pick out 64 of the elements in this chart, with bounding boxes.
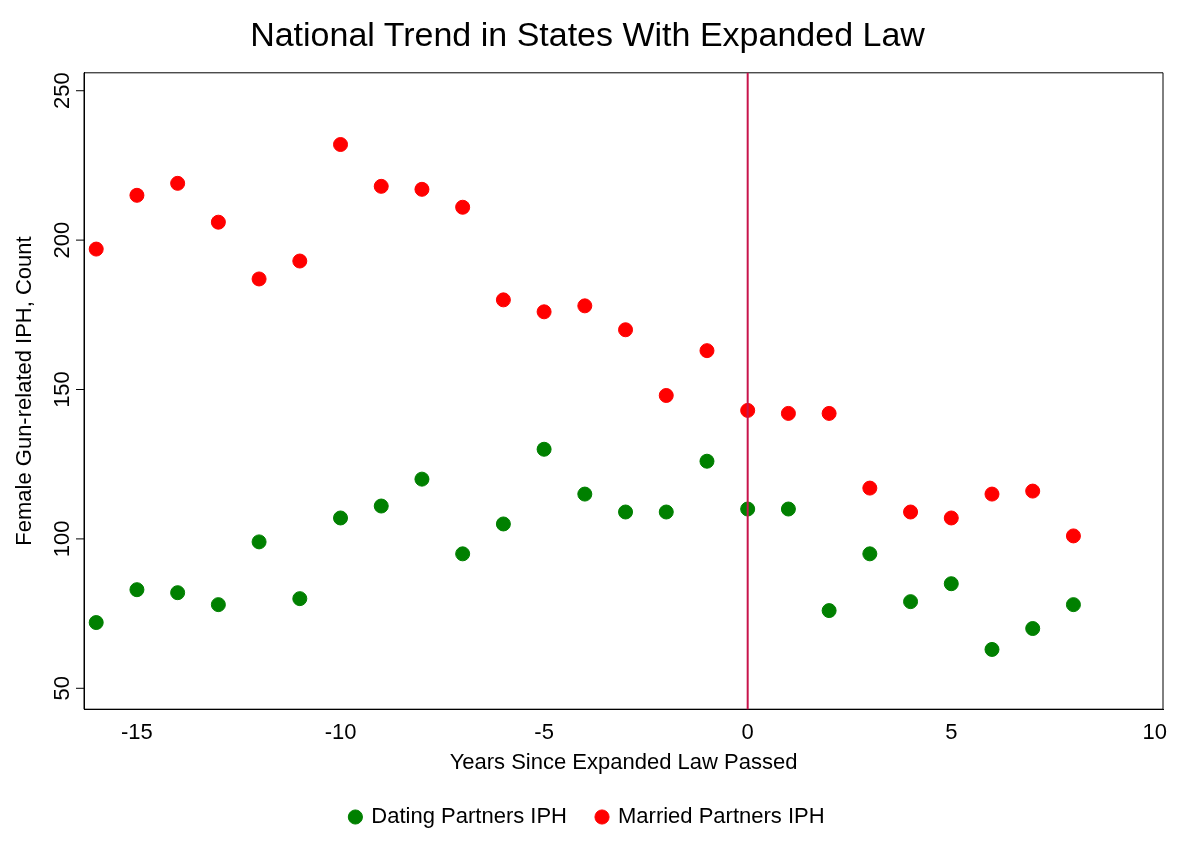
point	[292, 591, 308, 607]
point	[943, 576, 959, 592]
point	[780, 501, 796, 517]
point	[1025, 483, 1041, 499]
legend-label: Married Partners IPH	[618, 803, 825, 829]
point	[373, 178, 389, 194]
point	[170, 585, 186, 601]
x-axis-title: Years Since Expanded Law Passed	[449, 748, 798, 774]
x-tick-label: 5	[945, 719, 958, 745]
point	[699, 343, 715, 359]
x-tick-label: -10	[324, 719, 357, 745]
point	[495, 516, 511, 532]
y-tick-label: 50	[49, 676, 75, 701]
point	[984, 641, 1000, 657]
point	[862, 480, 878, 496]
point	[170, 175, 186, 191]
point	[455, 199, 471, 215]
point	[210, 597, 226, 613]
point	[658, 387, 674, 403]
point	[1065, 528, 1081, 544]
point	[618, 322, 634, 338]
point	[129, 187, 145, 203]
point	[251, 534, 267, 550]
point	[618, 504, 634, 520]
point	[1025, 621, 1041, 637]
point	[821, 405, 837, 421]
x-tick-label: -15	[121, 719, 153, 745]
y-tick-label: 100	[49, 520, 75, 558]
point	[577, 486, 593, 502]
point	[129, 582, 145, 598]
y-tick-label: 150	[49, 371, 75, 408]
point	[862, 546, 878, 562]
legend-label: Dating Partners IPH	[371, 803, 568, 829]
point	[658, 504, 674, 520]
point	[333, 510, 349, 526]
point	[699, 453, 715, 469]
point	[903, 504, 919, 520]
point	[536, 441, 552, 457]
point	[943, 510, 959, 526]
point	[88, 241, 104, 257]
chart-title: National Trend in States With Expanded Law	[250, 14, 926, 53]
point	[1065, 597, 1081, 613]
point	[536, 304, 552, 320]
point	[577, 298, 593, 314]
point	[821, 603, 837, 619]
point	[251, 271, 267, 287]
point	[333, 137, 349, 153]
x-tick-label: 0	[741, 719, 754, 745]
point	[373, 498, 389, 514]
point	[414, 471, 430, 487]
point	[495, 292, 511, 308]
y-axis-title: Female Gun-related IPH, Count	[11, 236, 37, 546]
x-tick-label: -5	[534, 719, 554, 745]
point	[414, 181, 430, 197]
point	[88, 615, 104, 631]
point	[903, 594, 919, 610]
point	[984, 486, 1000, 502]
point	[455, 546, 471, 562]
y-tick-label: 200	[49, 221, 75, 259]
point	[780, 405, 796, 421]
point	[210, 214, 226, 230]
x-tick-label: 10	[1142, 719, 1168, 745]
y-tick-label: 250	[49, 72, 75, 110]
point	[292, 253, 308, 269]
